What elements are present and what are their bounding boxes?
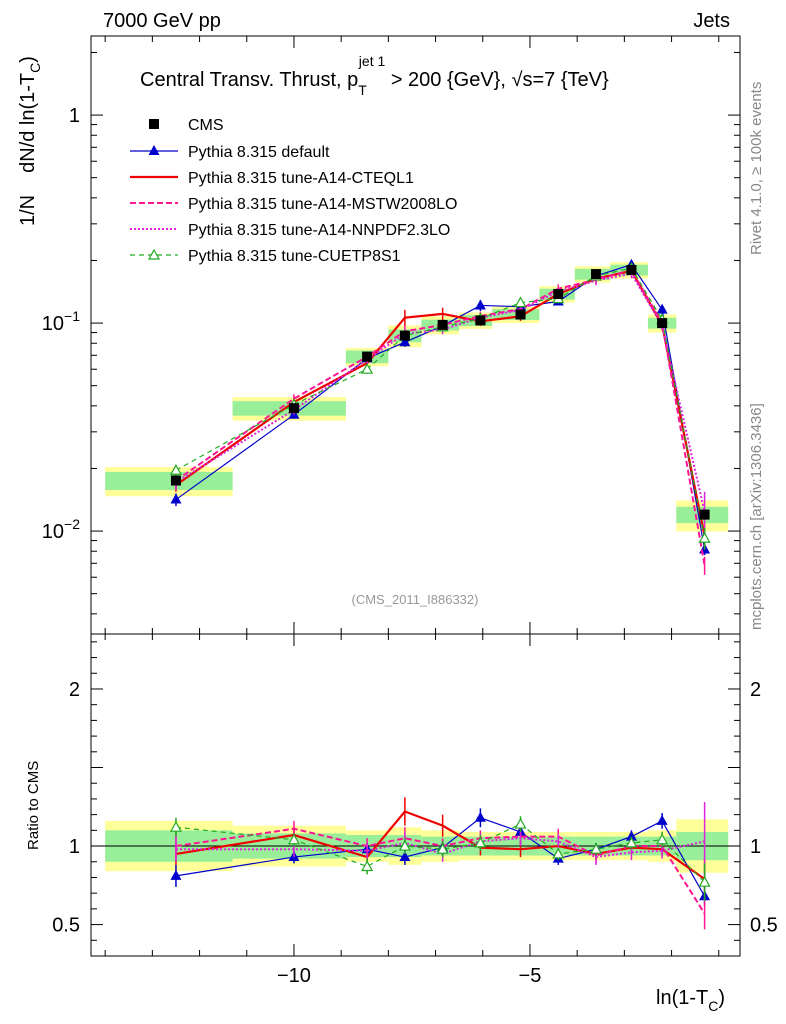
y-tick-label-base: 10 <box>42 521 64 543</box>
legend-label: Pythia 8.315 default <box>188 144 330 161</box>
legend-label: Pythia 8.315 tune-A14-MSTW2008LO <box>188 196 457 213</box>
series-marker-main <box>656 303 668 314</box>
series-marker-ratio <box>552 847 565 859</box>
plot-title-post: > 200 {GeV}, <box>385 69 511 91</box>
series-marker-main <box>514 296 527 308</box>
side-text-mcplots: mcplots.cern.ch [arXiv:1306.3436] <box>748 403 765 630</box>
header-left: 7000 GeV pp <box>103 10 221 32</box>
series-marker-main <box>170 493 182 504</box>
x-axis-label-sub: C <box>708 998 718 1014</box>
cms-data-point <box>288 403 299 414</box>
legend: CMS Pythia 8.315 default Pythia 8.315 tune… <box>130 117 457 265</box>
ratio-y-tick-label-right: 0.5 <box>750 915 778 937</box>
cms-data-point <box>699 509 710 520</box>
cms-data-point <box>553 288 564 299</box>
series-marker-main <box>169 464 182 475</box>
series-marker-ratio <box>399 851 411 862</box>
legend-label: Pythia 8.315 tune-CUETP8S1 <box>188 248 401 265</box>
x-axis-label: ln(1-TC) <box>656 987 725 1014</box>
side-text-rivet: Rivet 4.1.0, ≥ 100k events <box>748 82 765 255</box>
series-marker-ratio <box>361 860 374 872</box>
y-tick-label-exp: −1 <box>64 308 80 324</box>
y-tick-label: 10−2 <box>42 516 80 543</box>
series-line-main <box>175 268 706 566</box>
y-axis-label-c: ) <box>17 56 39 63</box>
ratio-y-tick-label: 2 <box>69 679 80 701</box>
series-marker-ratio <box>625 830 637 841</box>
plot-title-post2: s=7 {TeV} <box>522 69 609 91</box>
plot-title-sqrt: √ <box>511 69 522 91</box>
series-marker-ratio <box>698 875 711 887</box>
cms-data-point <box>626 264 637 275</box>
x-axis-label-c: ) <box>718 987 725 1009</box>
cms-data-point <box>399 330 410 341</box>
series-marker-ratio <box>398 839 411 851</box>
ratio-panel-frame <box>90 633 741 957</box>
series-line-main <box>175 272 706 513</box>
series-marker-ratio <box>656 833 669 845</box>
ratio-y-tick-label: 1 <box>69 836 80 858</box>
legend-label: Pythia 8.315 tune-A14-CTEQL1 <box>188 170 414 187</box>
series-line-main <box>175 267 706 539</box>
y-axis-label-a: 1/N <box>17 195 39 226</box>
legend-marker-cms <box>149 119 159 129</box>
ratio-y-tick-label-right: 2 <box>750 679 761 701</box>
series-marker-ratio <box>590 842 603 854</box>
series-line-ratio <box>175 817 706 897</box>
y-axis-label: 1/N dN/d ln(1-TC) <box>17 56 43 226</box>
plot-title: Central Transv. Thrust, pTjet 1 > 200 {G… <box>140 53 609 98</box>
series-marker-ratio <box>169 820 182 832</box>
header-right: Jets <box>693 10 730 32</box>
y-axis-label-sub: C <box>27 63 43 73</box>
main-panel-series <box>169 258 711 575</box>
legend-marker <box>148 145 160 155</box>
ratio-panel-series <box>169 797 711 930</box>
ratio-y-tick-label-right: 1 <box>750 836 761 858</box>
cms-data-point <box>437 319 448 330</box>
cms-data-point <box>475 315 486 326</box>
cms-band-inner <box>105 471 233 491</box>
plot-title-sup: jet 1 <box>358 53 386 69</box>
series-marker-ratio <box>436 842 449 854</box>
series-line-ratio <box>175 837 705 859</box>
ratio-y-axis-label: Ratio to CMS <box>25 761 42 850</box>
legend-label: Pythia 8.315 tune-A14-NNPDF2.3LO <box>188 222 450 239</box>
cms-data-point <box>170 475 181 486</box>
series-marker-main <box>361 362 374 374</box>
series-line-main <box>175 269 706 537</box>
legend-label-cms: CMS <box>188 117 224 134</box>
series-marker-ratio <box>656 814 668 825</box>
x-axis-label-a: ln(1-T <box>656 987 708 1009</box>
cms-data-point <box>591 269 602 280</box>
main-panel-bands <box>105 262 729 532</box>
y-axis-label-b: dN/d ln(1-T <box>17 73 39 173</box>
y-tick-label-exp: −2 <box>64 516 80 532</box>
series-line-ratio <box>175 810 706 880</box>
series-marker-main <box>399 336 411 347</box>
series-marker-ratio <box>170 869 182 880</box>
series-marker-main <box>698 531 711 543</box>
cms-data-point <box>362 351 373 362</box>
plot-title-pre: Central Transv. Thrust, p <box>140 69 358 91</box>
y-tick-label: 1 <box>69 105 80 127</box>
series-marker-ratio <box>514 817 527 829</box>
series-marker-ratio <box>625 836 638 848</box>
series-marker-ratio <box>474 811 486 822</box>
x-tick-label: −5 <box>519 965 542 987</box>
plot-title-sub: T <box>358 82 367 98</box>
x-tick-label: −10 <box>277 965 311 987</box>
cms-data-point <box>657 318 668 329</box>
series-marker-ratio <box>474 836 487 848</box>
y-tick-label-base: 10 <box>42 313 64 335</box>
y-tick-label: 10−1 <box>42 308 80 335</box>
ratio-y-tick-label: 0.5 <box>52 915 80 937</box>
cms-data-point <box>515 309 526 320</box>
analysis-watermark: (CMS_2011_I886332) <box>352 592 479 607</box>
series-line-ratio <box>175 823 706 883</box>
series-marker-main <box>474 299 486 310</box>
series-marker-ratio <box>287 833 300 845</box>
legend-marker <box>147 248 161 260</box>
